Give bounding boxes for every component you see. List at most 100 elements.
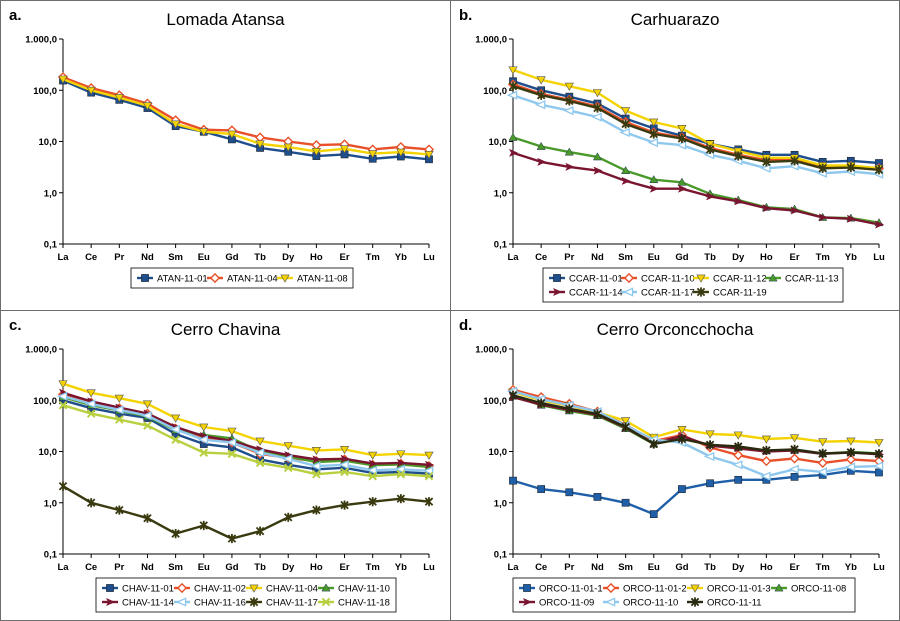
data-point	[424, 151, 434, 160]
data-point	[508, 148, 519, 157]
legend-item: CHAV-11-18	[318, 598, 390, 609]
data-point	[396, 469, 406, 479]
chart-title: Cerro Chavina	[170, 320, 281, 339]
legend-label: CCAR-11-12	[713, 274, 767, 285]
data-point	[647, 138, 659, 148]
legend-swatch-marker	[623, 272, 635, 284]
data-point	[141, 411, 152, 421]
data-point	[844, 462, 856, 472]
data-point	[170, 414, 181, 423]
data-point	[649, 184, 659, 193]
legend-swatch-marker	[321, 583, 331, 592]
y-tick-label: 100,0	[483, 396, 507, 407]
data-point	[366, 465, 377, 475]
data-point	[706, 479, 714, 488]
x-tick-label: Er	[790, 252, 800, 263]
data-point	[310, 461, 321, 471]
series-orco-11-01-1	[509, 466, 883, 518]
x-tick-label: Er	[790, 562, 800, 573]
data-point	[508, 66, 518, 75]
panel-carhuarazo: b. Carhuarazo 1.000,0 100,0 10,0 1,0 0,1 La Ce Pr…	[450, 0, 900, 311]
data-point	[874, 439, 884, 448]
data-point	[761, 455, 772, 467]
data-point	[619, 127, 630, 138]
data-point	[312, 455, 322, 464]
data-point	[199, 448, 209, 457]
x-tick-label: Er	[340, 562, 350, 573]
data-point	[564, 82, 574, 91]
legend-swatch-marker	[523, 584, 531, 592]
data-point	[142, 102, 153, 111]
data-point	[703, 451, 715, 462]
legend: ATAN-11-01 ATAN-11-04 ATAN-11-08	[130, 267, 354, 289]
data-point	[255, 458, 265, 468]
series-ccar-11-14	[508, 148, 885, 229]
x-tick-label: Ho	[310, 562, 323, 573]
legend-box	[95, 577, 397, 613]
x-tick-label: Dy	[282, 562, 295, 573]
data-point	[649, 118, 659, 127]
legend-item: CHAV-11-01	[102, 584, 174, 595]
data-point	[845, 454, 856, 465]
series-line	[62, 485, 430, 540]
data-point	[169, 424, 180, 434]
data-point	[424, 471, 434, 481]
series-orco-11-01-3	[508, 388, 884, 448]
data-point	[311, 447, 322, 456]
legend-item: CCAR-11-14	[549, 288, 623, 299]
y-tick-label: 1,0	[44, 188, 57, 199]
series-chav-11-04	[58, 380, 434, 460]
series-line	[62, 404, 430, 478]
data-point	[733, 431, 743, 440]
data-point	[817, 457, 828, 468]
legend-item: CHAV-11-02	[174, 582, 246, 595]
x-tick-label: Lu	[873, 562, 885, 573]
data-point	[84, 399, 96, 409]
data-point	[283, 442, 293, 451]
legend-swatch-marker	[690, 584, 700, 593]
data-point	[227, 533, 237, 544]
x-tick-label: Pr	[564, 252, 574, 263]
chart-title: Carhuarazo	[630, 10, 720, 29]
y-tick-label: 1,0	[494, 498, 507, 509]
data-point	[565, 404, 574, 414]
x-tick-label: Lu	[423, 252, 435, 263]
data-point	[816, 467, 827, 477]
legend-swatch-marker	[690, 597, 700, 607]
data-point	[536, 157, 547, 167]
x-tick-label: Er	[340, 252, 350, 263]
data-point	[677, 434, 687, 444]
panel-cerro-chavina: c. Cerro Chavina 1.000,0 100,0 10,0 1,0 0,1 La C…	[0, 310, 451, 621]
data-point	[536, 90, 546, 100]
series-line	[512, 85, 880, 171]
data-point	[593, 103, 602, 113]
data-point	[225, 437, 237, 448]
x-tick-label: Dy	[732, 252, 745, 263]
data-point	[506, 90, 518, 100]
data-point	[142, 400, 153, 409]
data-point	[537, 485, 546, 493]
data-point	[592, 152, 602, 161]
series-line	[62, 395, 430, 472]
data-point	[565, 162, 575, 171]
axis-lines	[62, 349, 429, 555]
y-tick-label: 10,0	[489, 447, 508, 458]
legend-label: CCAR-11-14	[569, 288, 623, 299]
data-point	[818, 163, 827, 173]
y-tick-label: 1,0	[44, 498, 57, 509]
data-point	[818, 213, 828, 222]
series-line	[512, 151, 880, 226]
legend-swatch-marker	[209, 272, 221, 284]
legend-swatch-marker	[249, 584, 259, 593]
data-point	[593, 409, 602, 419]
y-tick-label: 1.000,0	[475, 35, 507, 46]
data-point	[508, 81, 518, 91]
data-point	[621, 176, 631, 186]
data-point	[846, 437, 856, 446]
x-tick-label: Gd	[225, 562, 238, 573]
chart-title: Lomada Atansa	[166, 10, 285, 29]
data-point	[678, 485, 686, 493]
data-point	[282, 454, 293, 464]
data-point	[56, 391, 68, 401]
legend-label: ORCO-11-01-1	[539, 584, 603, 595]
